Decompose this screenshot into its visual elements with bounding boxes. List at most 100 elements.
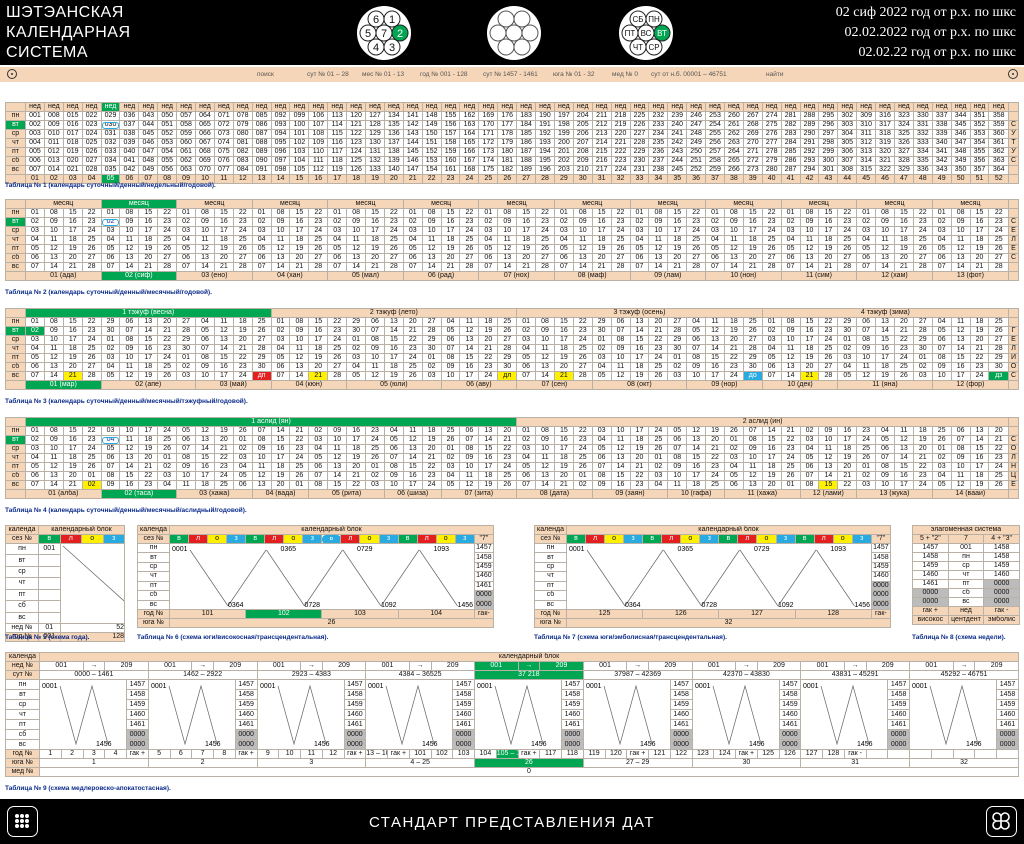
day-cell[interactable]: 298	[818, 138, 839, 148]
day-cell[interactable]: 021	[62, 165, 83, 175]
day-cell[interactable]: 14	[289, 371, 310, 381]
day-cell[interactable]: 16	[365, 217, 385, 227]
day-cell[interactable]: 10	[931, 371, 952, 381]
day-cell[interactable]: 23	[912, 471, 933, 481]
day-cell[interactable]: 13	[535, 471, 555, 481]
day-cell[interactable]: 08	[43, 208, 64, 218]
day-cell[interactable]: 02	[232, 444, 253, 454]
day-cell[interactable]: 11	[43, 235, 64, 245]
day-cell[interactable]: 190	[535, 111, 555, 121]
season-cell[interactable]: л	[340, 534, 361, 544]
day-cell[interactable]: 059	[176, 129, 197, 139]
day-cell[interactable]: 14	[723, 262, 744, 272]
day-cell[interactable]: 18	[365, 235, 385, 245]
day-cell[interactable]: 25	[157, 235, 178, 245]
day-cell[interactable]: 144	[402, 138, 423, 148]
day-cell[interactable]: 03	[440, 462, 461, 472]
day-cell[interactable]: 11	[875, 235, 895, 245]
day-cell[interactable]: 07	[591, 462, 612, 472]
day-cell[interactable]: 10	[383, 480, 404, 490]
day-cell[interactable]: 23	[232, 362, 253, 372]
day-cell[interactable]: 18	[629, 362, 650, 372]
day-cell[interactable]: 237	[648, 156, 669, 166]
day-cell[interactable]: 21	[402, 326, 423, 336]
day-cell[interactable]: 20	[667, 253, 688, 263]
day-cell[interactable]: 10	[875, 226, 895, 236]
day-cell[interactable]: 11	[648, 235, 669, 245]
day-cell[interactable]: 17	[893, 226, 914, 236]
day-cell[interactable]: 132	[365, 156, 385, 166]
day-cell[interactable]: 04	[856, 235, 877, 245]
day-cell[interactable]: 28	[988, 344, 1009, 354]
day-cell[interactable]: 16	[289, 217, 310, 227]
day-cell[interactable]: 257	[705, 147, 725, 157]
day-cell[interactable]: 27	[686, 253, 707, 263]
day-cell[interactable]: 169	[478, 111, 499, 121]
day-cell[interactable]: 27	[232, 253, 253, 263]
day-cell[interactable]: 269	[742, 129, 763, 139]
day-cell[interactable]: 15	[818, 208, 839, 218]
day-cell[interactable]: 02	[327, 217, 348, 227]
day-cell[interactable]: 10	[799, 226, 820, 236]
day-cell[interactable]: 202	[553, 156, 574, 166]
day-cell[interactable]: 30	[667, 344, 688, 354]
day-cell[interactable]: 01	[421, 353, 442, 363]
day-cell[interactable]: 12	[572, 244, 593, 254]
day-cell[interactable]: 26	[327, 353, 348, 363]
day-cell[interactable]: 17	[62, 444, 83, 454]
day-cell[interactable]: 245	[667, 165, 688, 175]
day-cell[interactable]: 22	[157, 208, 178, 218]
day-cell[interactable]: 18	[62, 453, 83, 463]
day-cell[interactable]: 01	[705, 208, 725, 218]
day-cell[interactable]: 026	[81, 147, 102, 157]
day-cell[interactable]: 22	[648, 335, 669, 345]
day-cell[interactable]: 08	[686, 353, 707, 363]
day-cell[interactable]: 143	[402, 129, 423, 139]
day-cell[interactable]: 15	[383, 335, 404, 345]
day-cell[interactable]: 158	[440, 138, 461, 148]
day-cell[interactable]: 06	[270, 362, 291, 372]
collapse-left-icon[interactable]	[7, 69, 17, 79]
day-cell[interactable]: 28	[818, 371, 839, 381]
day-cell[interactable]: 307	[837, 156, 858, 166]
day-cell[interactable]: 04	[686, 317, 707, 327]
day-cell[interactable]: 29	[176, 335, 197, 345]
day-cell[interactable]: 10	[572, 226, 593, 236]
day-cell[interactable]: 03	[780, 226, 801, 236]
day-cell[interactable]: 12	[799, 244, 820, 254]
day-cell[interactable]: 09	[43, 435, 64, 445]
day-cell[interactable]: 05	[25, 353, 45, 363]
day-cell[interactable]: 06	[25, 253, 45, 263]
day-cell[interactable]: 23	[157, 344, 178, 354]
day-cell[interactable]: 25	[251, 317, 272, 327]
day-cell[interactable]: 209	[572, 156, 593, 166]
day-cell[interactable]: 07	[742, 426, 763, 436]
day-cell[interactable]: 26	[780, 471, 801, 481]
day-cell[interactable]: 11	[780, 344, 801, 354]
day-cell[interactable]: 21	[893, 326, 914, 336]
day-cell[interactable]: 16	[346, 426, 367, 436]
day-cell[interactable]: 23	[138, 480, 159, 490]
day-cell[interactable]: 13	[119, 453, 140, 463]
day-cell[interactable]: 05	[516, 353, 537, 363]
day-cell[interactable]: 25	[81, 453, 102, 463]
day-cell[interactable]: 22	[723, 353, 744, 363]
day-cell[interactable]: 10	[365, 353, 385, 363]
day-cell[interactable]: 18	[723, 317, 744, 327]
day-cell[interactable]: 179	[497, 138, 518, 148]
day-cell[interactable]: 17	[138, 426, 159, 436]
day-cell[interactable]: 19	[969, 480, 990, 490]
day-cell[interactable]: 07	[705, 262, 725, 272]
season-cell[interactable]: в	[168, 534, 190, 544]
day-cell[interactable]: 01	[251, 208, 272, 218]
day-cell[interactable]: 04	[553, 235, 574, 245]
day-cell[interactable]: 015	[62, 111, 83, 121]
day-cell[interactable]: 15	[478, 444, 499, 454]
day-cell[interactable]: 24	[157, 426, 178, 436]
day-cell[interactable]: 12	[43, 462, 64, 472]
day-cell[interactable]: 01	[516, 317, 537, 327]
day-cell[interactable]: 085	[251, 111, 272, 121]
day-cell[interactable]: 25	[856, 444, 877, 454]
day-cell[interactable]: 235	[648, 138, 669, 148]
day-cell[interactable]: 17	[402, 480, 423, 490]
